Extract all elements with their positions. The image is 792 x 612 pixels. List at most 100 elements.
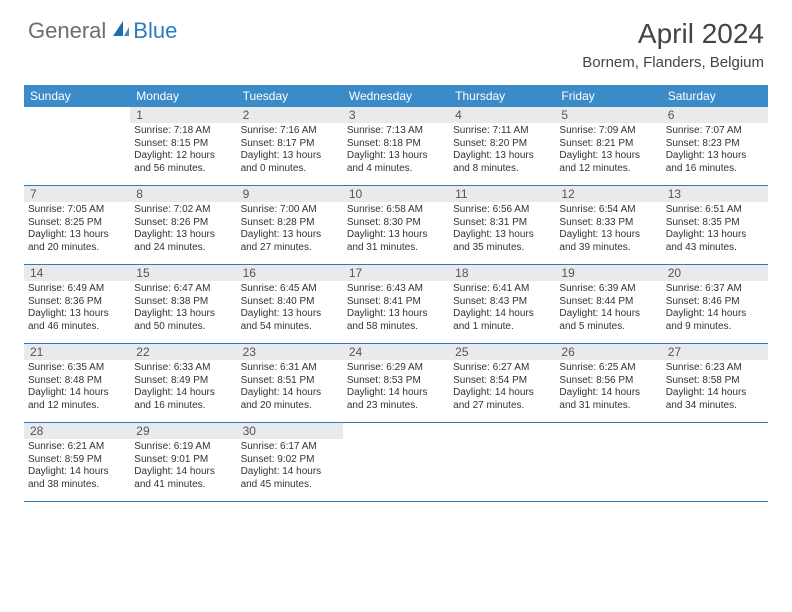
logo-text-general: General	[28, 18, 106, 44]
daylight-text: and 56 minutes.	[134, 163, 232, 176]
sunrise-text: Sunrise: 6:37 AM	[666, 283, 764, 296]
day-cell: 19Sunrise: 6:39 AMSunset: 8:44 PMDayligh…	[555, 265, 661, 343]
day-cell: 9Sunrise: 7:00 AMSunset: 8:28 PMDaylight…	[237, 186, 343, 264]
day-number: 4	[449, 107, 555, 123]
daylight-text: and 1 minute.	[453, 321, 551, 334]
sunset-text: Sunset: 8:36 PM	[28, 296, 126, 309]
sunrise-text: Sunrise: 6:51 AM	[666, 204, 764, 217]
sunrise-text: Sunrise: 6:56 AM	[453, 204, 551, 217]
sunset-text: Sunset: 8:30 PM	[347, 217, 445, 230]
daylight-text: Daylight: 13 hours	[241, 150, 339, 163]
daylight-text: Daylight: 14 hours	[666, 387, 764, 400]
day-number: 10	[343, 186, 449, 202]
daylight-text: Daylight: 12 hours	[134, 150, 232, 163]
sunset-text: Sunset: 8:41 PM	[347, 296, 445, 309]
day-cell: 11Sunrise: 6:56 AMSunset: 8:31 PMDayligh…	[449, 186, 555, 264]
daylight-text: Daylight: 13 hours	[241, 229, 339, 242]
header: General Blue April 2024 Bornem, Flanders…	[0, 0, 792, 79]
day-number: 12	[555, 186, 661, 202]
daylight-text: Daylight: 13 hours	[28, 308, 126, 321]
sunset-text: Sunset: 9:02 PM	[241, 454, 339, 467]
daylight-text: Daylight: 14 hours	[134, 466, 232, 479]
day-number: 21	[24, 344, 130, 360]
day-number: 17	[343, 265, 449, 281]
day-number: 11	[449, 186, 555, 202]
week-row: 1Sunrise: 7:18 AMSunset: 8:15 PMDaylight…	[24, 107, 768, 186]
sunset-text: Sunset: 8:25 PM	[28, 217, 126, 230]
day-header: Friday	[555, 85, 661, 107]
week-row: 7Sunrise: 7:05 AMSunset: 8:25 PMDaylight…	[24, 186, 768, 265]
sunrise-text: Sunrise: 6:43 AM	[347, 283, 445, 296]
calendar: SundayMondayTuesdayWednesdayThursdayFrid…	[24, 85, 768, 502]
daylight-text: and 43 minutes.	[666, 242, 764, 255]
week-row: 14Sunrise: 6:49 AMSunset: 8:36 PMDayligh…	[24, 265, 768, 344]
sunrise-text: Sunrise: 7:02 AM	[134, 204, 232, 217]
day-cell: 5Sunrise: 7:09 AMSunset: 8:21 PMDaylight…	[555, 107, 661, 185]
sunset-text: Sunset: 8:54 PM	[453, 375, 551, 388]
day-cell: 8 Sunrise: 7:02 AMSunset: 8:26 PMDaylight…	[130, 186, 236, 264]
daylight-text: and 34 minutes.	[666, 400, 764, 413]
day-cell	[343, 423, 449, 501]
day-cell	[449, 423, 555, 501]
day-number: 7	[24, 186, 130, 202]
title-block: April 2024 Bornem, Flanders, Belgium	[582, 18, 764, 71]
logo-sail-icon	[111, 19, 131, 44]
location-text: Bornem, Flanders, Belgium	[582, 54, 764, 71]
daylight-text: and 23 minutes.	[347, 400, 445, 413]
day-cell: 13Sunrise: 6:51 AMSunset: 8:35 PMDayligh…	[662, 186, 768, 264]
day-cell: 22Sunrise: 6:33 AMSunset: 8:49 PMDayligh…	[130, 344, 236, 422]
sunset-text: Sunset: 8:26 PM	[134, 217, 232, 230]
daylight-text: and 12 minutes.	[559, 163, 657, 176]
day-cell: 6Sunrise: 7:07 AMSunset: 8:23 PMDaylight…	[662, 107, 768, 185]
daylight-text: and 38 minutes.	[28, 479, 126, 492]
day-cell: 25Sunrise: 6:27 AMSunset: 8:54 PMDayligh…	[449, 344, 555, 422]
daylight-text: Daylight: 13 hours	[28, 229, 126, 242]
sunrise-text: Sunrise: 6:17 AM	[241, 441, 339, 454]
day-header: Wednesday	[343, 85, 449, 107]
day-number: 8	[130, 186, 236, 202]
sunrise-text: Sunrise: 6:58 AM	[347, 204, 445, 217]
daylight-text: Daylight: 14 hours	[347, 387, 445, 400]
day-number: 15	[130, 265, 236, 281]
week-row: 21Sunrise: 6:35 AMSunset: 8:48 PMDayligh…	[24, 344, 768, 423]
sunrise-text: Sunrise: 6:39 AM	[559, 283, 657, 296]
day-cell: 7 Sunrise: 7:05 AMSunset: 8:25 PMDaylight…	[24, 186, 130, 264]
sunset-text: Sunset: 8:33 PM	[559, 217, 657, 230]
day-cell: 23Sunrise: 6:31 AMSunset: 8:51 PMDayligh…	[237, 344, 343, 422]
sunrise-text: Sunrise: 7:16 AM	[241, 125, 339, 138]
week-row: 28Sunrise: 6:21 AMSunset: 8:59 PMDayligh…	[24, 423, 768, 502]
daylight-text: Daylight: 14 hours	[453, 308, 551, 321]
daylight-text: and 9 minutes.	[666, 321, 764, 334]
daylight-text: and 45 minutes.	[241, 479, 339, 492]
daylight-text: Daylight: 13 hours	[453, 150, 551, 163]
sunset-text: Sunset: 8:38 PM	[134, 296, 232, 309]
sunrise-text: Sunrise: 7:09 AM	[559, 125, 657, 138]
day-number: 9	[237, 186, 343, 202]
daylight-text: and 8 minutes.	[453, 163, 551, 176]
day-number: 22	[130, 344, 236, 360]
day-header: Saturday	[662, 85, 768, 107]
day-number: 19	[555, 265, 661, 281]
day-headers-row: SundayMondayTuesdayWednesdayThursdayFrid…	[24, 85, 768, 107]
day-cell: 21Sunrise: 6:35 AMSunset: 8:48 PMDayligh…	[24, 344, 130, 422]
sunset-text: Sunset: 8:40 PM	[241, 296, 339, 309]
daylight-text: Daylight: 14 hours	[559, 387, 657, 400]
sunset-text: Sunset: 8:35 PM	[666, 217, 764, 230]
sunrise-text: Sunrise: 6:21 AM	[28, 441, 126, 454]
day-cell: 4Sunrise: 7:11 AMSunset: 8:20 PMDaylight…	[449, 107, 555, 185]
daylight-text: and 0 minutes.	[241, 163, 339, 176]
day-number: 6	[662, 107, 768, 123]
daylight-text: Daylight: 13 hours	[559, 229, 657, 242]
daylight-text: Daylight: 14 hours	[453, 387, 551, 400]
sunrise-text: Sunrise: 6:27 AM	[453, 362, 551, 375]
sunset-text: Sunset: 8:17 PM	[241, 138, 339, 151]
daylight-text: Daylight: 13 hours	[134, 229, 232, 242]
day-cell: 17Sunrise: 6:43 AMSunset: 8:41 PMDayligh…	[343, 265, 449, 343]
sunset-text: Sunset: 8:20 PM	[453, 138, 551, 151]
sunrise-text: Sunrise: 7:05 AM	[28, 204, 126, 217]
daylight-text: and 35 minutes.	[453, 242, 551, 255]
day-number: 30	[237, 423, 343, 439]
day-cell: 15Sunrise: 6:47 AMSunset: 8:38 PMDayligh…	[130, 265, 236, 343]
day-cell	[555, 423, 661, 501]
day-number: 29	[130, 423, 236, 439]
